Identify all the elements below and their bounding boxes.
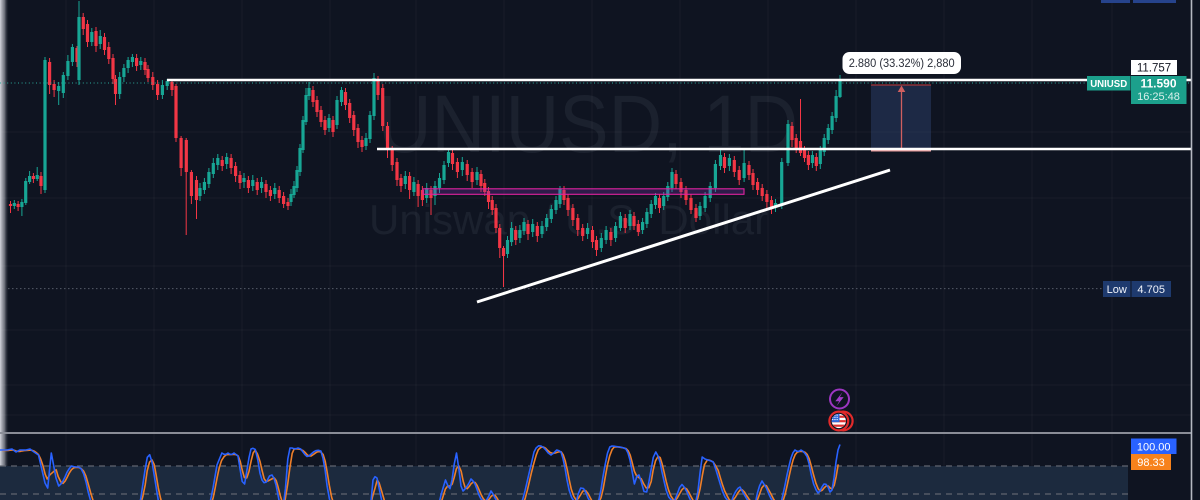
svg-text:4.705: 4.705 <box>1137 284 1165 296</box>
svg-text:16:25:48: 16:25:48 <box>1137 91 1180 103</box>
svg-text:UNIUSD: UNIUSD <box>1090 78 1127 90</box>
svg-text:UNIUSD, 1D: UNIUSD, 1D <box>378 79 798 170</box>
svg-text:11.757: 11.757 <box>1137 63 1171 75</box>
svg-text:98.33: 98.33 <box>1137 457 1165 469</box>
svg-text:2.880 (33.32%) 2,880: 2.880 (33.32%) 2,880 <box>849 58 955 70</box>
svg-text:100.00: 100.00 <box>1137 442 1171 454</box>
svg-text:Low: Low <box>1107 284 1127 296</box>
svg-text:11.590: 11.590 <box>1140 77 1176 91</box>
